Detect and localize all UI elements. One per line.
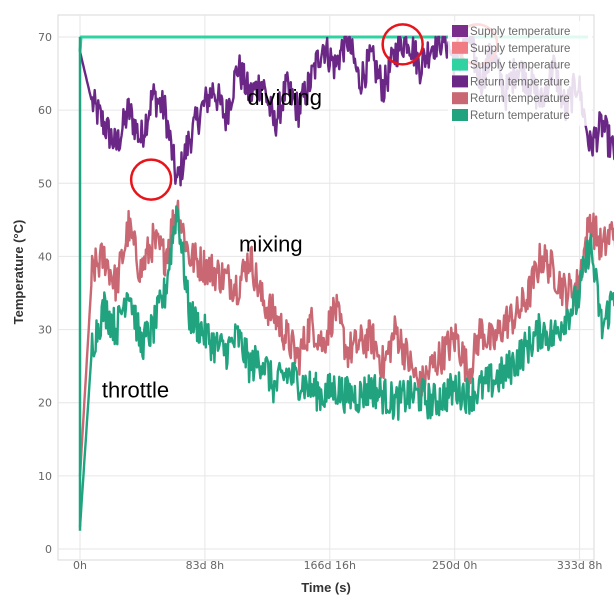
y-tick-label: 30 bbox=[38, 324, 52, 337]
annotation-layer: dividing mixing throttle bbox=[102, 23, 499, 403]
series-layer bbox=[78, 35, 614, 531]
highlight-circle bbox=[129, 158, 173, 201]
y-axis-title: Temperature (°C) bbox=[11, 220, 26, 325]
axes: 0 10 20 30 40 50 60 70 0h 83d 8h 166d 16h 250d 0h 33… bbox=[38, 31, 602, 572]
legend-swatch[interactable] bbox=[452, 58, 468, 71]
legend-label[interactable]: Supply temperature bbox=[470, 60, 570, 72]
legend-swatch[interactable] bbox=[452, 92, 468, 105]
y-tick-label: 70 bbox=[38, 31, 52, 44]
return-temperature-line bbox=[78, 205, 614, 528]
x-tick-label: 83d 8h bbox=[186, 559, 224, 572]
return-temperature-line bbox=[78, 199, 614, 476]
legend-label[interactable]: Return temperature bbox=[470, 110, 570, 122]
y-tick-label: 20 bbox=[38, 397, 52, 410]
legend-label[interactable]: Return temperature bbox=[470, 76, 570, 88]
x-tick-label: 250d 0h bbox=[432, 559, 477, 572]
y-tick-label: 40 bbox=[38, 250, 52, 263]
annotation-label: mixing bbox=[239, 231, 303, 256]
x-tick-label: 333d 8h bbox=[557, 559, 602, 572]
plot-frame bbox=[57, 14, 595, 561]
y-tick-label: 0 bbox=[45, 543, 52, 556]
x-tick-label: 0h bbox=[73, 559, 87, 572]
y-tick-label: 10 bbox=[38, 470, 52, 483]
legend-box bbox=[448, 21, 592, 126]
x-axis-title: Time (s) bbox=[301, 580, 351, 595]
annotation-label: throttle bbox=[102, 378, 169, 403]
annotation-label: dividing bbox=[247, 85, 322, 110]
legend-label[interactable]: Supply temperature bbox=[470, 43, 570, 55]
y-tick-label: 50 bbox=[38, 177, 52, 190]
legend-swatch[interactable] bbox=[452, 75, 468, 88]
x-tick-label: 166d 16h bbox=[304, 559, 356, 572]
legend-swatch[interactable] bbox=[452, 109, 468, 121]
y-tick-label: 60 bbox=[38, 104, 52, 117]
legend-label[interactable]: Supply temperature bbox=[470, 26, 570, 38]
legend-swatch[interactable] bbox=[452, 41, 468, 54]
highlight-circle bbox=[381, 23, 424, 66]
legend-swatch[interactable] bbox=[452, 25, 468, 37]
legend-label[interactable]: Return temperature bbox=[470, 93, 570, 105]
legend[interactable]: Supply temperature Supply temperature Supp… bbox=[448, 21, 592, 126]
